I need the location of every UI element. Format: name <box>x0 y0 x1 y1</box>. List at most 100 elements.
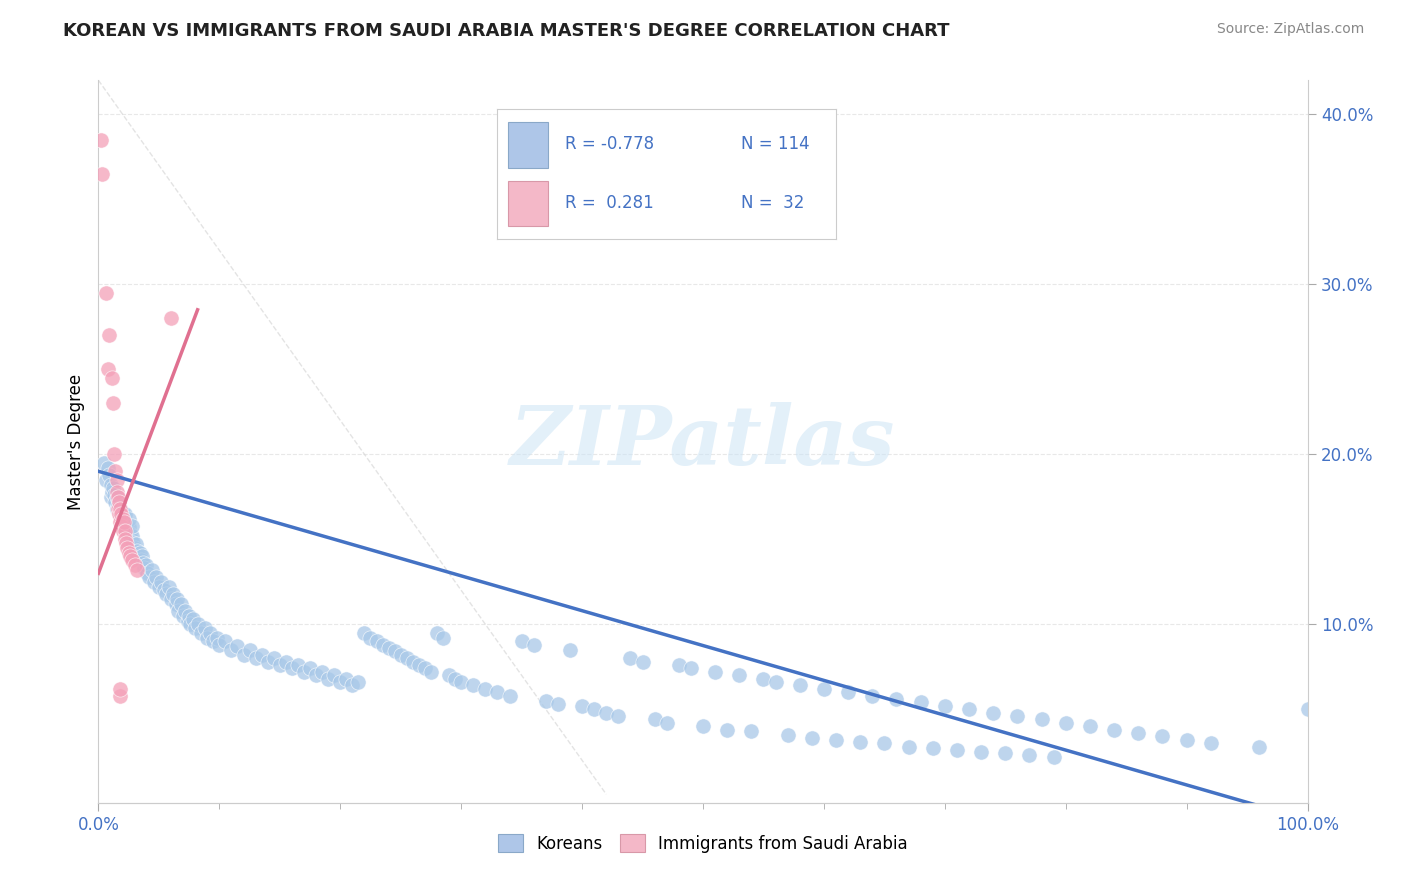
Point <box>740 724 762 739</box>
Point <box>174 604 197 618</box>
Point <box>100 490 122 504</box>
Point <box>1102 723 1125 737</box>
Point <box>752 672 775 686</box>
Point <box>371 638 394 652</box>
Point <box>342 678 364 692</box>
Point <box>1018 748 1040 763</box>
Point <box>107 501 129 516</box>
Point <box>299 661 322 675</box>
Point <box>100 484 122 499</box>
Point <box>108 681 131 696</box>
Point <box>644 713 666 727</box>
Point <box>402 655 425 669</box>
Point <box>208 638 231 652</box>
Point <box>128 546 150 560</box>
Point <box>98 467 121 482</box>
Point <box>437 668 460 682</box>
Point <box>897 739 920 754</box>
Point <box>450 675 472 690</box>
Point <box>110 518 132 533</box>
Point <box>134 561 156 575</box>
Point <box>250 648 273 662</box>
Point <box>994 747 1017 761</box>
Point <box>800 731 823 746</box>
Point <box>124 541 146 555</box>
Point <box>114 516 136 530</box>
Point <box>981 706 1004 720</box>
Point <box>389 648 412 662</box>
Point <box>108 507 131 521</box>
Text: Source: ZipAtlas.com: Source: ZipAtlas.com <box>1216 22 1364 37</box>
Point <box>105 473 128 487</box>
Point <box>162 587 184 601</box>
Point <box>444 672 467 686</box>
Point <box>167 604 190 618</box>
Point <box>112 512 135 526</box>
Point <box>166 591 188 606</box>
Point <box>384 644 406 658</box>
Point <box>849 734 872 748</box>
Point <box>408 658 430 673</box>
Point <box>104 495 127 509</box>
Y-axis label: Master's Degree: Master's Degree <box>66 374 84 509</box>
Point <box>1031 713 1053 727</box>
Point <box>1296 702 1319 716</box>
Point <box>432 631 454 645</box>
Point <box>110 508 132 523</box>
Point <box>232 648 254 662</box>
Point <box>1078 719 1101 733</box>
Point <box>523 638 546 652</box>
Point <box>316 672 339 686</box>
Point <box>934 698 956 713</box>
Point <box>125 537 148 551</box>
Point <box>1249 739 1271 754</box>
Point <box>474 681 496 696</box>
Point <box>145 570 167 584</box>
Point <box>205 631 228 645</box>
Point <box>129 552 152 566</box>
Point <box>115 535 138 549</box>
Point <box>143 574 166 589</box>
Point <box>127 549 149 564</box>
Point <box>366 634 388 648</box>
Point <box>120 533 142 547</box>
Point <box>94 473 117 487</box>
Point <box>426 625 449 640</box>
Point <box>107 490 129 504</box>
Point <box>91 167 114 181</box>
Point <box>353 625 375 640</box>
Point <box>131 549 153 564</box>
Point <box>118 527 141 541</box>
Point <box>1054 715 1077 730</box>
Point <box>111 524 134 538</box>
Point <box>117 541 139 555</box>
Point <box>305 668 328 682</box>
Point <box>765 675 787 690</box>
Point <box>110 507 132 521</box>
Point <box>105 484 128 499</box>
Point <box>105 490 128 504</box>
Point <box>165 597 187 611</box>
Point <box>311 665 333 679</box>
Point <box>184 621 207 635</box>
Point <box>269 658 291 673</box>
Point <box>127 563 149 577</box>
Point <box>108 516 131 530</box>
Point <box>90 133 112 147</box>
Point <box>100 478 122 492</box>
Point <box>108 501 131 516</box>
Point <box>1152 730 1174 744</box>
Point <box>111 507 134 521</box>
Text: KOREAN VS IMMIGRANTS FROM SAUDI ARABIA MASTER'S DEGREE CORRELATION CHART: KOREAN VS IMMIGRANTS FROM SAUDI ARABIA M… <box>63 22 950 40</box>
Point <box>668 658 690 673</box>
Point <box>117 524 139 538</box>
Point <box>221 642 243 657</box>
Point <box>118 549 141 564</box>
Point <box>245 651 267 665</box>
Point <box>160 311 183 326</box>
Point <box>728 668 751 682</box>
Point <box>172 608 194 623</box>
Point <box>121 518 143 533</box>
Point <box>111 512 134 526</box>
Point <box>813 681 835 696</box>
